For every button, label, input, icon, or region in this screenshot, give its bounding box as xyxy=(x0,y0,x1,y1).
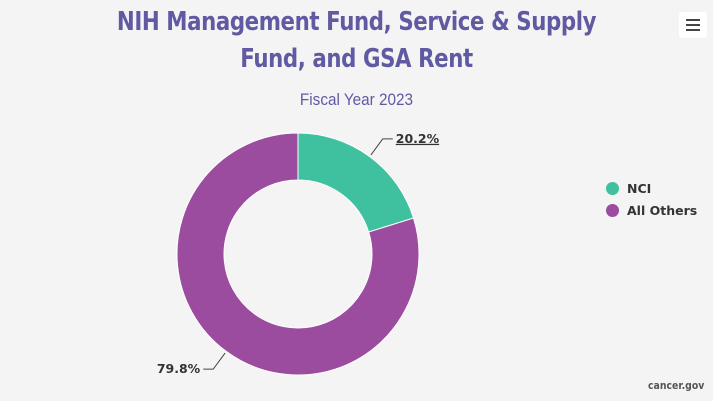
chart-menu-button[interactable] xyxy=(679,12,707,38)
data-label-nci: 20.2% xyxy=(396,131,440,146)
data-label-connector-all-others xyxy=(203,352,226,370)
chart-title-line-1: NIH Management Fund, Service & Supply xyxy=(116,7,597,37)
chart-title-line-2: Fund, and GSA Rent xyxy=(240,44,473,74)
donut-slice-nci[interactable] xyxy=(297,132,415,233)
chart-title: NIH Management Fund, Service & Supply Fu… xyxy=(64,4,649,78)
chart-legend: NCI All Others xyxy=(606,177,697,221)
legend-label-nci: NCI xyxy=(627,180,652,196)
legend-item-all-others[interactable]: All Others xyxy=(606,199,697,221)
legend-swatch-all-others xyxy=(606,203,619,217)
data-label-connector-nci xyxy=(370,138,393,156)
credit-link[interactable]: cancer.gov xyxy=(647,379,704,392)
legend-swatch-nci xyxy=(606,181,619,195)
data-label-all-others: 79.8% xyxy=(157,361,201,376)
legend-label-all-others: All Others xyxy=(627,202,698,218)
chart-subtitle: Fiscal Year 2023 xyxy=(299,90,414,109)
legend-item-nci[interactable]: NCI xyxy=(606,177,697,199)
donut-slice-all-others[interactable] xyxy=(176,132,420,376)
